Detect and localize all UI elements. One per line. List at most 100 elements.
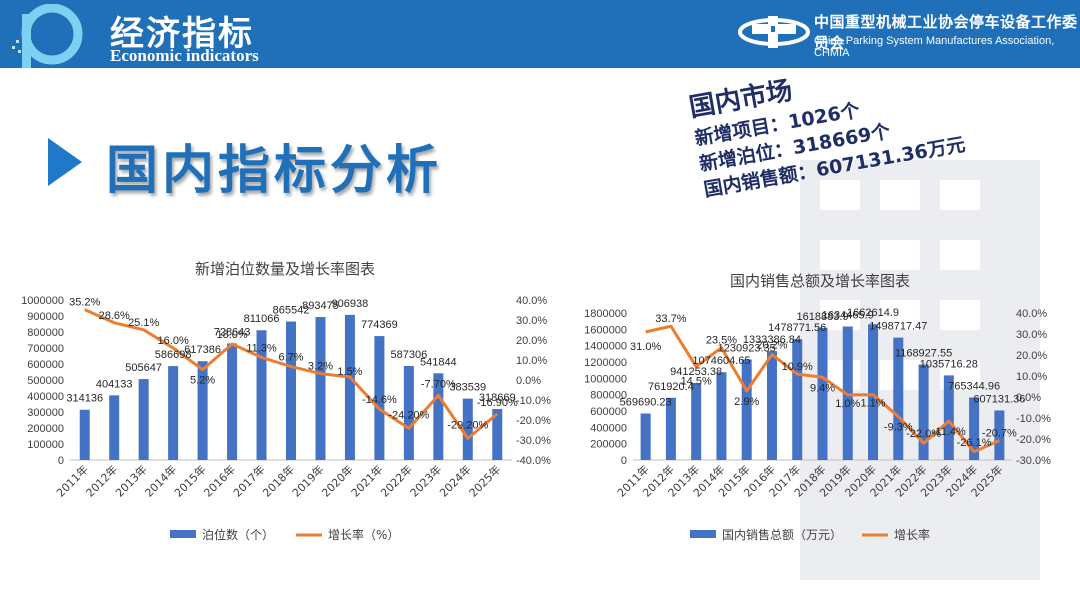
growth-value-label: 33.7% <box>655 313 686 325</box>
bar-value-label: 1662614.9 <box>847 307 899 319</box>
legend-bar-label: 国内销售总额（万元） <box>722 527 842 542</box>
y-left-tick-label: 1600000 <box>584 324 627 336</box>
y-right-tick-label: 40.0% <box>516 295 547 307</box>
section-title: 国内指标分析 <box>106 141 443 201</box>
y-right-tick-label: 20.0% <box>516 335 547 347</box>
y-left-tick-label: 0 <box>621 455 627 467</box>
bar-value-label: 587306 <box>391 349 428 361</box>
bar <box>665 397 676 460</box>
x-tick-label: 2023年 <box>407 462 444 499</box>
y-left-tick-label: 0 <box>58 455 64 467</box>
bar-value-label: 318669 <box>479 392 516 404</box>
bar-value-label: 1498717.47 <box>869 321 927 333</box>
bar <box>374 336 385 460</box>
bar-value-label: 941253.38 <box>670 366 722 378</box>
org-name-en: China Parking System Manufactures Associ… <box>814 35 1055 59</box>
growth-value-label: 9.4% <box>810 382 835 394</box>
x-tick-label: 2025年 <box>466 462 503 499</box>
bar <box>640 413 651 460</box>
bar-value-label: 569690.23 <box>620 396 672 408</box>
y-left-tick-label: 600000 <box>590 406 627 418</box>
legend-line-label: 增长率 <box>894 527 930 542</box>
growth-value-label: 23.5% <box>706 335 737 347</box>
y-left-tick-label: 800000 <box>27 327 64 339</box>
bar-value-label: 1478771.56 <box>768 322 826 334</box>
bar-value-label: 893475 <box>302 300 339 312</box>
legend-bar-label: 泊位数（个） <box>202 527 274 542</box>
y-left-tick-label: 200000 <box>590 439 627 451</box>
growth-value-label: 20.2% <box>756 340 787 352</box>
growth-value-label: 5.2% <box>190 375 215 387</box>
x-tick-label: 2016年 <box>201 462 238 499</box>
x-tick-label: 2021年 <box>348 462 385 499</box>
bar <box>109 395 120 460</box>
x-tick-label: 2022年 <box>378 462 415 499</box>
y-left-tick-label: 400000 <box>27 391 64 403</box>
bar <box>344 314 355 460</box>
y-right-tick-label: -30.0% <box>1016 455 1051 467</box>
growth-value-label: -22.0% <box>906 428 941 440</box>
y-left-tick-label: 200000 <box>27 423 64 435</box>
bar <box>691 383 702 460</box>
growth-value-label: 28.6% <box>99 310 130 322</box>
legend-bar-swatch <box>170 530 196 538</box>
bar-value-label: 906938 <box>332 298 369 310</box>
y-right-tick-label: -20.0% <box>1016 434 1051 446</box>
x-tick-label: 2019年 <box>289 462 326 499</box>
building-background-icon <box>800 160 1040 580</box>
growth-value-label: -29.20% <box>447 419 488 431</box>
y-left-tick-label: 800000 <box>590 390 627 402</box>
bar <box>433 373 444 460</box>
y-right-tick-label: 30.0% <box>516 315 547 327</box>
x-tick-label: 2012年 <box>83 462 120 499</box>
growth-value-label: -24.20% <box>388 409 429 421</box>
x-tick-label: 2011年 <box>53 462 90 499</box>
bar <box>817 327 828 460</box>
y-right-tick-label: 20.0% <box>1016 350 1047 362</box>
y-left-tick-label: 500000 <box>27 375 64 387</box>
x-tick-label: 2014年 <box>142 462 179 499</box>
growth-value-label: 2.9% <box>734 396 759 408</box>
bar-value-label: 586698 <box>155 349 192 361</box>
growth-line <box>84 308 499 440</box>
growth-line <box>645 324 1000 454</box>
bar-value-label: 1333386.84 <box>743 334 801 346</box>
growth-value-label: 16.0% <box>158 335 189 347</box>
bar-value-label: 811066 <box>244 313 280 325</box>
y-left-tick-label: 1800000 <box>584 308 627 320</box>
legend-bar-swatch <box>690 530 716 538</box>
growth-value-label: 14.5% <box>681 376 712 388</box>
growth-value-label: -11.4% <box>932 426 966 438</box>
y-right-tick-label: 10.0% <box>1016 371 1047 383</box>
bar-value-label: 607131.36 <box>973 393 1025 405</box>
chart-title: 新增泊位数量及增长率图表 <box>195 260 375 278</box>
bar-value-label: 314136 <box>66 393 103 405</box>
x-tick-label: 2018年 <box>260 462 297 499</box>
growth-value-label: -9.3% <box>884 422 913 434</box>
growth-value-label: 35.2% <box>69 297 100 309</box>
bar <box>227 343 238 460</box>
bar-value-label: 1035716.28 <box>920 358 978 370</box>
y-right-tick-label: -10.0% <box>516 395 551 407</box>
y-right-tick-label: 0.0% <box>1016 392 1041 404</box>
x-tick-label: 2024年 <box>436 462 473 499</box>
bar <box>893 337 904 460</box>
growth-value-label: -7.70% <box>421 378 456 390</box>
growth-value-label: -14.6% <box>362 394 397 406</box>
chmia-logo-icon <box>738 16 810 48</box>
bar-value-label: 1074604.65 <box>692 355 750 367</box>
growth-value-label: 1.0% <box>835 398 860 410</box>
bar-value-label: 865542 <box>273 305 310 317</box>
y-left-tick-label: 1000000 <box>21 295 64 307</box>
bar <box>918 364 929 460</box>
header-bar: 经济指标 Economic indicators 中国重型机械工业协会停车设备工… <box>0 0 1080 68</box>
bar <box>197 361 208 460</box>
y-right-tick-label: 10.0% <box>516 355 547 367</box>
y-left-tick-label: 1400000 <box>584 341 627 353</box>
y-left-tick-label: 300000 <box>27 407 64 419</box>
chart-title: 国内销售总额及增长率图表 <box>730 272 910 290</box>
bar-value-label: 404133 <box>96 378 133 390</box>
growth-value-label: 31.0% <box>630 341 661 353</box>
bar <box>766 351 777 460</box>
